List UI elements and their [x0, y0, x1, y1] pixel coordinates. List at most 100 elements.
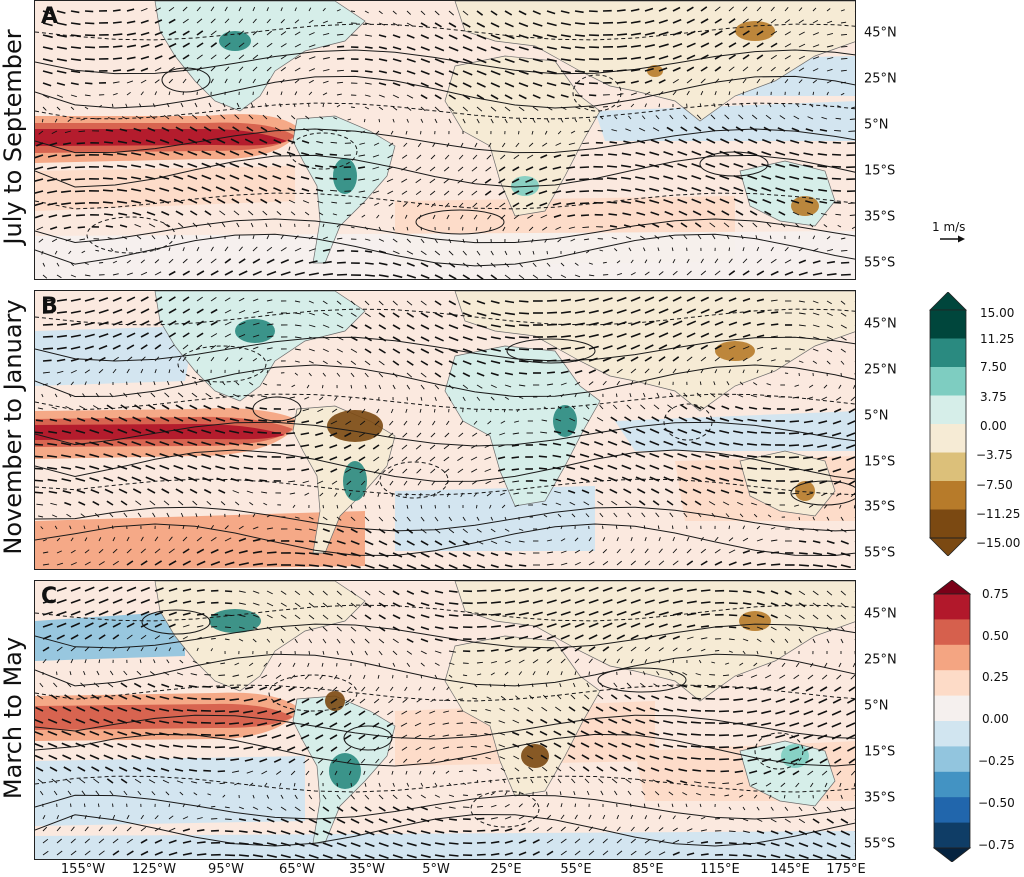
wind-vector — [721, 687, 729, 688]
wind-vector — [449, 831, 458, 832]
wind-vector — [694, 686, 701, 687]
precip-anomaly-blob — [739, 611, 771, 631]
lon-label: 155°W — [61, 862, 105, 877]
wind-vector — [155, 248, 156, 251]
lon-label: 85°E — [632, 862, 663, 877]
wind-vector — [329, 166, 337, 167]
wind-vector — [337, 783, 338, 786]
wind-vector — [855, 615, 856, 619]
precip-anomaly-blob — [715, 341, 755, 361]
wind-vector — [287, 469, 295, 470]
wind-vector — [365, 251, 372, 252]
lat-label: 45°N — [864, 607, 897, 622]
wind-vector — [841, 373, 842, 376]
wind-vector — [579, 191, 589, 192]
wind-vector — [365, 275, 375, 276]
lat-label: 25°N — [864, 653, 897, 668]
colorbar-extend-bottom — [930, 538, 966, 556]
wind-vector — [295, 553, 305, 554]
wind-vector — [323, 104, 324, 107]
wind-vector — [763, 408, 771, 409]
wind-vector — [225, 627, 231, 628]
wind-vector — [106, 130, 113, 131]
wind-vector — [421, 227, 422, 230]
wind-vector — [855, 361, 856, 365]
wind-vector — [617, 46, 627, 47]
wind-vector — [832, 167, 841, 168]
colorbar-segment — [934, 645, 970, 671]
wind-vector — [104, 214, 113, 215]
colorbar-extend-bottom — [934, 848, 970, 862]
wind-vector — [850, 119, 855, 120]
wind-vector — [841, 263, 849, 264]
wind-vector — [589, 672, 590, 675]
wind-vector — [701, 626, 709, 627]
colorbar-tick: −11.25 — [976, 507, 1020, 521]
wind-vector — [540, 480, 548, 481]
lat-label: 55°S — [864, 546, 895, 561]
colorbar-segment — [934, 670, 970, 696]
wind-vector — [582, 227, 589, 228]
wind-vector — [771, 312, 778, 313]
wind-vector — [183, 370, 184, 373]
wind-vector — [463, 795, 468, 796]
sst-anomaly-region — [35, 704, 293, 730]
wind-vector — [799, 517, 800, 520]
map-plot-c — [35, 581, 856, 860]
wind-vector — [691, 722, 701, 723]
precip-anomaly-blob — [327, 410, 383, 442]
wind-vector — [579, 179, 589, 180]
wind-vector — [476, 505, 477, 508]
wind-vector — [337, 58, 344, 59]
wind-vector — [477, 603, 487, 604]
colorbar-segment — [934, 619, 970, 645]
wind-vector — [225, 819, 232, 820]
wind-vector — [35, 444, 43, 445]
colorbar-segment — [930, 510, 966, 539]
wind-vector — [547, 324, 557, 325]
wind-vector — [855, 627, 856, 631]
wind-vector — [217, 687, 225, 688]
colorbar-tick: 11.25 — [980, 332, 1014, 346]
wind-vector — [519, 361, 529, 362]
wind-vector — [57, 672, 58, 675]
wind-vector — [75, 179, 85, 180]
sst-colorbar — [930, 580, 974, 862]
lon-label: 25°E — [490, 862, 521, 877]
wind-vector — [477, 627, 487, 628]
wind-vector — [617, 10, 626, 11]
wind-vector — [35, 468, 43, 469]
wind-vector — [84, 804, 85, 807]
wind-vector — [85, 83, 92, 84]
wind-vector — [365, 71, 373, 72]
wind-vector — [477, 806, 483, 807]
wind-vector — [99, 263, 103, 264]
wind-vector — [323, 505, 324, 508]
wind-vector — [547, 348, 557, 349]
wind-vector — [833, 143, 841, 144]
wind-vector — [589, 11, 598, 12]
wind-vector — [729, 603, 738, 604]
wind-vector — [790, 421, 799, 422]
colorbar-segment — [934, 721, 970, 747]
wind-vector — [855, 325, 856, 329]
wind-vector — [43, 348, 53, 349]
wind-vector — [855, 349, 856, 353]
lat-label: 5°N — [864, 699, 889, 714]
wind-vector — [77, 143, 85, 144]
colorbar-extend-top — [930, 292, 966, 310]
wind-vector — [449, 627, 458, 628]
wind-vector — [799, 553, 808, 554]
wind-vector — [225, 591, 232, 592]
wind-vector — [603, 107, 608, 108]
wind-vector — [763, 492, 771, 493]
colorbar-tick: −7.50 — [976, 478, 1013, 492]
colorbar-tick: 7.50 — [980, 360, 1007, 374]
wind-vector — [855, 843, 856, 847]
colorbar-segment — [930, 367, 966, 396]
wind-vector — [113, 10, 121, 11]
lat-label: 35°S — [864, 210, 895, 225]
wind-vector — [337, 262, 346, 263]
wind-vector — [76, 215, 85, 216]
wind-vector — [575, 47, 585, 48]
